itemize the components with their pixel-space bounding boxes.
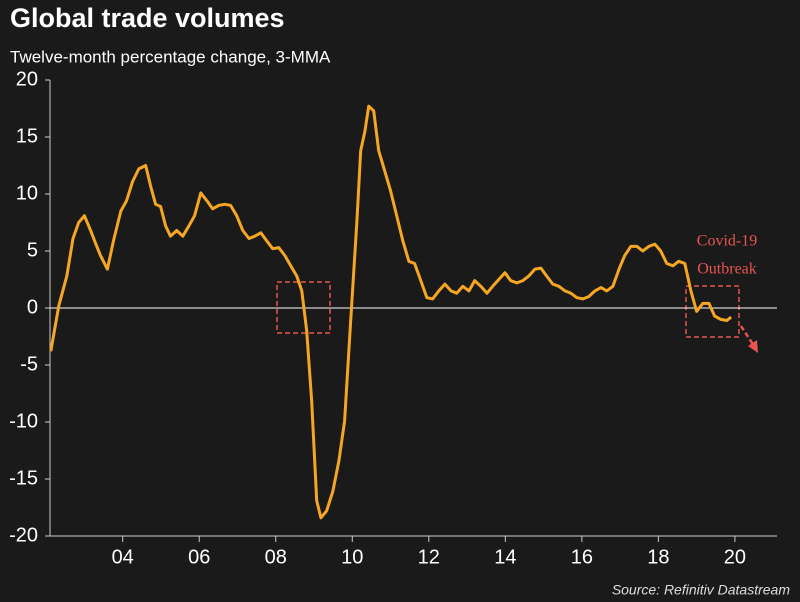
y-tick-label: 15 xyxy=(16,125,38,147)
y-tick-label: 5 xyxy=(27,239,38,261)
arrow-head xyxy=(748,340,758,353)
x-tick-label: 14 xyxy=(494,546,516,568)
x-tick-label: 20 xyxy=(724,546,746,568)
chart-title: Global trade volumes xyxy=(10,3,285,33)
x-tick-label: 06 xyxy=(188,546,210,568)
x-tick-label: 18 xyxy=(647,546,669,568)
chart-subtitle: Twelve-month percentage change, 3-MMA xyxy=(10,47,331,66)
arrow xyxy=(739,325,756,347)
data-line xyxy=(49,104,733,520)
source: Source: Refinitiv Datastream xyxy=(612,582,791,598)
y-tick-label: -5 xyxy=(20,353,38,375)
x-tick-label: 16 xyxy=(571,546,593,568)
x-tick-label: 04 xyxy=(112,546,134,568)
y-tick-label: 0 xyxy=(27,296,38,318)
annotation: Covid-19 xyxy=(697,233,757,250)
x-tick-label: 12 xyxy=(418,546,440,568)
y-tick-label: 20 xyxy=(16,68,38,90)
x-tick-label: 10 xyxy=(341,546,363,568)
y-tick-label: -10 xyxy=(9,410,38,432)
y-tick-label: -20 xyxy=(9,524,38,546)
y-tick-label: 10 xyxy=(16,182,38,204)
y-tick-label: -15 xyxy=(9,467,38,489)
highlight-box xyxy=(276,281,331,334)
annotation: Outbreak xyxy=(697,261,757,278)
x-tick-label: 08 xyxy=(265,546,287,568)
highlight-box xyxy=(685,285,740,338)
